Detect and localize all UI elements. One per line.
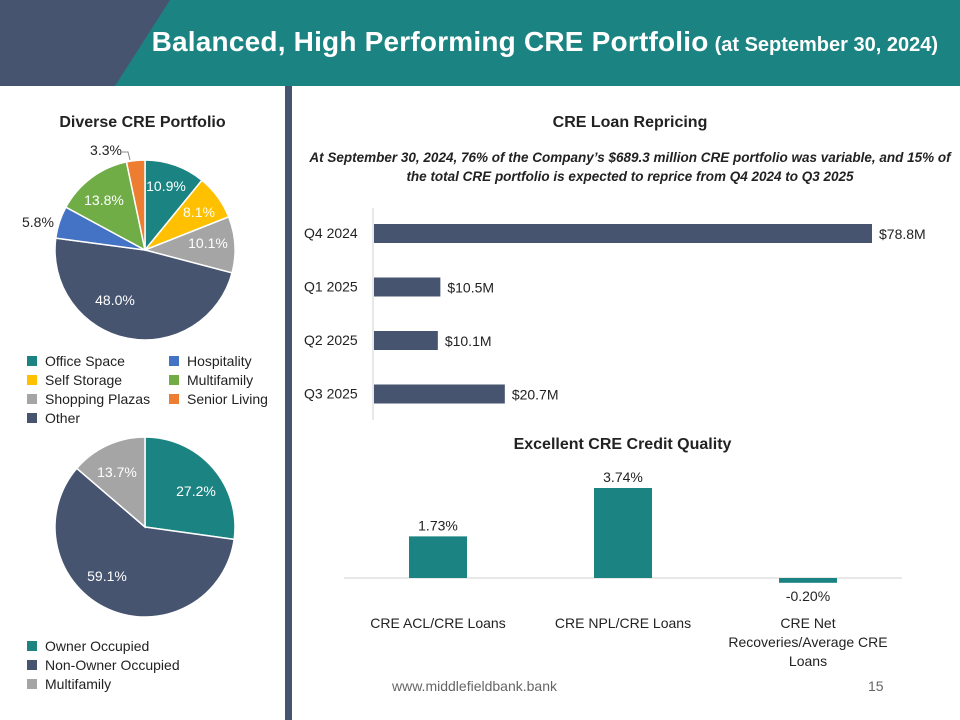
- credit-bar-chart: 1.73% 3.74% -0.20% CRE ACL/CRE Loans CRE NPL…: [344, 469, 902, 669]
- legend-swatch: [169, 356, 179, 366]
- vertical-divider: [285, 86, 292, 720]
- legend-item-other: Other: [27, 409, 80, 428]
- occupancy-pie-chart: 27.2% 59.1% 13.7%: [54, 436, 236, 618]
- legend-label: Self Storage: [45, 372, 123, 388]
- legend-label: Other: [45, 410, 81, 426]
- repricing-category-label: Q2 2025: [304, 332, 358, 348]
- diverse-pie-title: Diverse CRE Portfolio: [59, 114, 226, 131]
- pie-label-hospitality: 5.8%: [22, 214, 54, 230]
- slide-title: Balanced, High Performing CRE Portfolio(…: [152, 26, 938, 58]
- legend-label: Multifamily: [187, 372, 254, 388]
- legend-item-non-owner-occupied: Non-Owner Occupied: [27, 656, 180, 675]
- pie-slice-multifamily: [64, 161, 147, 252]
- diverse-pie-chart: 10.9% 8.1% 10.1% 48.0% 5.8% 13.8% 3.3%: [22, 142, 236, 341]
- credit-value-label: 3.74%: [603, 469, 643, 485]
- leader-line-senior-living: [122, 151, 131, 161]
- pie-label-multifamily: 13.7%: [97, 464, 137, 480]
- repricing-bar-q4-2024: [374, 224, 872, 243]
- legend-swatch: [27, 375, 37, 385]
- repricing-bar-chart: Q4 2024 $78.8M Q1 2025 $10.5M Q2 2025 $10.1M Q…: [304, 208, 926, 420]
- legend-swatch: [169, 375, 179, 385]
- legend-swatch: [27, 394, 37, 404]
- legend-swatch: [27, 660, 37, 670]
- pie-label-self-storage: 8.1%: [183, 204, 215, 220]
- credit-chart-title: Excellent CRE Credit Quality: [513, 436, 732, 453]
- legend-label: Shopping Plazas: [45, 391, 151, 407]
- legend-item-multifamily: Multifamily: [169, 371, 253, 390]
- legend-label: Owner Occupied: [45, 638, 150, 654]
- repricing-category-label: Q3 2025: [304, 386, 358, 402]
- legend-label: Non-Owner Occupied: [45, 657, 180, 673]
- repricing-bar-q2-2025: [374, 331, 438, 350]
- page-number: 15: [868, 678, 884, 694]
- legend-swatch: [27, 413, 37, 423]
- credit-bar-cre-npl-cre-loans: [594, 488, 652, 578]
- legend-label: Multifamily: [45, 676, 112, 692]
- credit-bar-cre-net-recoveries-average-cre-loans: [779, 578, 837, 583]
- pie-slice-senior-living: [125, 159, 146, 251]
- legend-swatch: [169, 394, 179, 404]
- legend-item-self-storage: Self Storage: [27, 371, 122, 390]
- legend-swatch: [27, 641, 37, 651]
- legend-label: Office Space: [45, 353, 125, 369]
- repricing-note: At September 30, 2024, 76% of the Compan…: [309, 150, 951, 184]
- footer-url: www.middlefieldbank.bank: [392, 678, 557, 694]
- pie-slice-owner-occupied: [144, 436, 236, 541]
- pie-label-other: 48.0%: [95, 292, 135, 308]
- credit-value-label: 1.73%: [418, 517, 458, 533]
- diverse-pie-legend: Office Space Hospitality Self Storage Multi…: [27, 352, 282, 432]
- credit-value-label: -0.20%: [786, 588, 830, 604]
- slide-title-subtitle: (at September 30, 2024): [714, 34, 938, 56]
- legend-item-office-space: Office Space: [27, 352, 125, 371]
- repricing-chart-title: CRE Loan Repricing: [552, 114, 708, 131]
- repricing-bar-q1-2025: [374, 277, 441, 297]
- credit-category-label: CRE NPL/CRE Loans: [555, 615, 691, 631]
- pie-label-multifamily: 13.8%: [84, 192, 124, 208]
- credit-category-label: CRE ACL/CRE Loans: [370, 615, 505, 631]
- credit-bar-cre-acl-cre-loans: [409, 536, 467, 578]
- legend-swatch: [27, 679, 37, 689]
- pie-label-shopping-plazas: 10.1%: [188, 235, 228, 251]
- header-accent-shape: [0, 0, 170, 86]
- legend-item-owner-occupied: Owner Occupied: [27, 637, 149, 656]
- slide-title-main: Balanced, High Performing CRE Portfolio: [151, 26, 709, 57]
- repricing-value-label: $20.7M: [512, 387, 559, 403]
- repricing-category-label: Q1 2025: [304, 279, 358, 295]
- pie-label-senior-living: 3.3%: [90, 142, 122, 158]
- pie-slice-non-owner-occupied: [54, 467, 235, 618]
- repricing-value-label: $10.5M: [447, 280, 494, 296]
- pie-label-non-owner-occupied: 59.1%: [87, 568, 127, 584]
- repricing-category-label: Q4 2024: [304, 225, 358, 241]
- pie-label-office-space: 10.9%: [146, 178, 186, 194]
- repricing-bar-q3-2025: [374, 384, 505, 404]
- legend-label: Senior Living: [187, 391, 268, 407]
- repricing-value-label: $10.1M: [445, 333, 492, 349]
- repricing-value-label: $78.8M: [879, 226, 926, 242]
- header-banner: Balanced, High Performing CRE Portfolio(…: [0, 0, 960, 86]
- legend-item-senior-living: Senior Living: [169, 390, 268, 409]
- legend-swatch: [27, 356, 37, 366]
- credit-category-label: CRE Net Recoveries/Average CRE Loans: [728, 615, 887, 669]
- pie-slice-other: [54, 237, 233, 341]
- legend-item-shopping-plazas: Shopping Plazas: [27, 390, 150, 409]
- pie-label-owner-occupied: 27.2%: [176, 483, 216, 499]
- pie-slice-multifamily: [75, 436, 146, 529]
- legend-item-multifamily: Multifamily: [27, 675, 111, 694]
- legend-label: Hospitality: [187, 353, 252, 369]
- occupancy-pie-legend: Owner Occupied Non-Owner Occupied Multifam…: [27, 637, 282, 697]
- legend-item-hospitality: Hospitality: [169, 352, 252, 371]
